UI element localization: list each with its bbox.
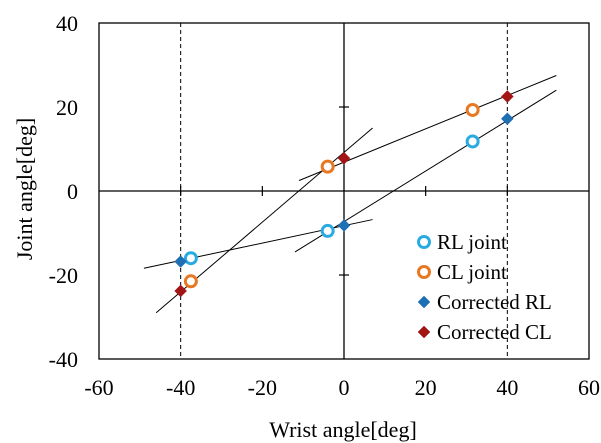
legend-label-corrected-rl: Corrected RL — [437, 290, 552, 314]
legend-label-corrected-cl: Corrected CL — [437, 320, 552, 344]
y-tick-label: 40 — [56, 11, 78, 36]
corrected-cl-point — [337, 151, 351, 165]
fit-line — [294, 89, 557, 253]
x-tick-label: -20 — [248, 375, 277, 400]
y-axis-label: Joint angle[deg] — [12, 118, 37, 260]
x-tick-label: 20 — [415, 375, 437, 400]
x-axis-label: Wrist angle[deg] — [269, 417, 417, 442]
x-tick-label: -60 — [84, 375, 113, 400]
data-points-layer — [174, 90, 514, 298]
corrected-cl-point — [500, 90, 514, 103]
cl-joint-point — [320, 159, 335, 174]
rl-joint-point — [465, 134, 480, 149]
legend-marker-rl-joint — [417, 235, 431, 249]
cl-joint-point — [183, 274, 198, 289]
legend-marker-corrected-cl — [417, 325, 431, 339]
fit-line — [298, 75, 557, 181]
x-tick-label: -40 — [166, 375, 195, 400]
legend-label-rl-joint: RL joint — [437, 230, 507, 254]
y-tick-label: -40 — [49, 347, 78, 372]
x-tick-label: 40 — [496, 375, 518, 400]
x-tick-label: 0 — [339, 375, 350, 400]
corrected-cl-point — [174, 284, 188, 298]
y-tick-label: -20 — [49, 263, 78, 288]
legend: RL joint CL joint Corrected RL Corrected CL — [417, 230, 552, 344]
corrected-rl-point — [500, 112, 514, 126]
cl-joint-point — [465, 102, 480, 117]
corrected-rl-point — [337, 219, 351, 232]
y-tick-label: 0 — [67, 179, 78, 204]
legend-label-cl-joint: CL joint — [437, 260, 507, 284]
corrected-rl-point — [174, 255, 188, 268]
rl-joint-point — [183, 251, 198, 266]
legend-marker-cl-joint — [417, 265, 431, 279]
rl-joint-point — [320, 223, 335, 238]
x-tick-label: 60 — [578, 375, 600, 400]
y-tick-label: 20 — [56, 95, 78, 120]
legend-marker-corrected-rl — [417, 295, 431, 309]
